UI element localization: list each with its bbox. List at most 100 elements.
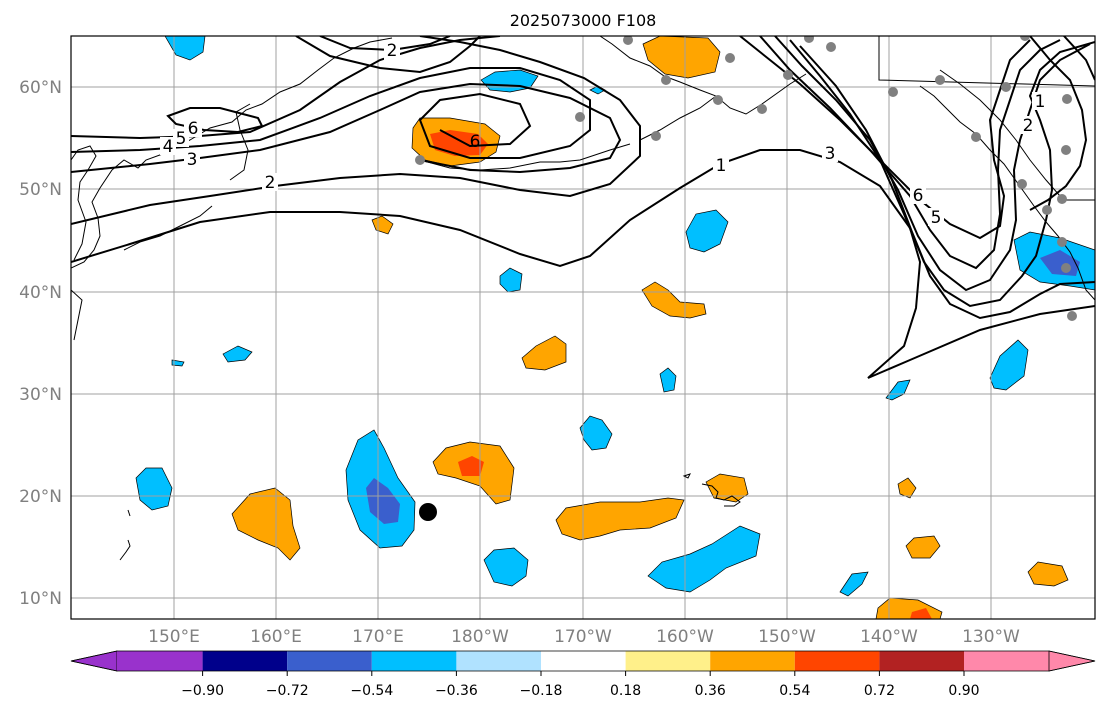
red-core-southeast-c bbox=[910, 608, 932, 619]
colorbar-outline bbox=[70, 650, 1096, 672]
contour-east-1 bbox=[739, 36, 1031, 240]
coast-hawaii-a bbox=[682, 473, 691, 479]
lat-axis: 60°N 50°N 40°N 30°N 20°N 10°N bbox=[19, 78, 62, 609]
station-marker bbox=[1061, 145, 1071, 155]
colorbar-label: −0.72 bbox=[266, 683, 309, 699]
colorbar-label: −0.36 bbox=[435, 683, 478, 699]
contour-label-3-east: 3 bbox=[825, 144, 836, 164]
lon-label-180w: 180°W bbox=[451, 627, 509, 647]
lat-label-50n: 50°N bbox=[19, 180, 62, 200]
station-marker bbox=[575, 112, 585, 122]
station-marker bbox=[651, 131, 661, 141]
contour-label-1-central: 1 bbox=[716, 156, 727, 176]
station-marker bbox=[1042, 205, 1052, 215]
contour-label-4-west: 4 bbox=[163, 137, 174, 157]
blue-patch-central-c bbox=[483, 547, 529, 587]
blue-patch-small-f bbox=[171, 359, 185, 367]
colorbar-label: −0.54 bbox=[350, 683, 393, 699]
blue-patch-small-g bbox=[222, 345, 253, 363]
orange-patch-southeast-a bbox=[897, 477, 917, 499]
contour-label-2-north: 2 bbox=[387, 41, 398, 61]
contour-4 bbox=[71, 67, 591, 159]
contour-east-6 bbox=[1029, 36, 1088, 211]
blue-patch-subtropic-west bbox=[135, 467, 173, 511]
colorbar: −0.90 −0.72 −0.54 −0.36 −0.18 0.18 0.36 … bbox=[70, 650, 1096, 699]
colorbar-label: 0.54 bbox=[779, 683, 810, 699]
orange-patch-mid-c bbox=[641, 281, 707, 319]
shaded-fields bbox=[135, 36, 1095, 619]
contour-label-6-dateline: 6 bbox=[470, 132, 481, 152]
station-marker bbox=[415, 155, 425, 165]
map-frame bbox=[70, 35, 1096, 620]
station-marker bbox=[783, 70, 793, 80]
border-canada-alaska bbox=[878, 36, 1095, 87]
colorbar-bin bbox=[202, 651, 288, 671]
station-marker bbox=[1057, 194, 1067, 204]
orange-patch-mid-d bbox=[521, 335, 567, 371]
contour-label-2-west: 2 bbox=[265, 173, 276, 193]
coast-islands-west-b bbox=[127, 509, 131, 517]
storm-center-marker bbox=[419, 503, 437, 521]
station-marker bbox=[1001, 82, 1011, 92]
coast-kamchatka-east bbox=[229, 103, 251, 181]
colorbar-bin bbox=[117, 651, 203, 671]
blue-patch-east-c bbox=[885, 379, 911, 401]
coast-asia-west-edge bbox=[71, 145, 97, 261]
colorbar-label: 0.90 bbox=[948, 683, 979, 699]
colorbar-bin bbox=[625, 651, 711, 671]
station-marker bbox=[826, 42, 836, 52]
station-markers bbox=[415, 36, 1077, 321]
blue-patch-southeast-small bbox=[839, 571, 869, 597]
station-marker bbox=[1017, 179, 1027, 189]
station-marker bbox=[1062, 94, 1072, 104]
orange-patch-far-east bbox=[1027, 561, 1069, 587]
lat-label-30n: 30°N bbox=[19, 385, 62, 405]
colorbar-bin bbox=[371, 651, 457, 671]
orange-patch-bering-north bbox=[642, 36, 721, 79]
lon-label-170e: 170°E bbox=[352, 627, 404, 647]
lat-label-60n: 60°N bbox=[19, 78, 62, 98]
contour-east-7 bbox=[1063, 36, 1095, 81]
orange-patch-small-a bbox=[371, 215, 394, 235]
colorbar-extend-low bbox=[70, 650, 118, 672]
map-title: 2025073000 F108 bbox=[510, 11, 657, 30]
colorbar-label: 0.36 bbox=[695, 683, 726, 699]
contour-east-5 bbox=[799, 45, 1095, 320]
lon-label-130w: 130°W bbox=[962, 627, 1020, 647]
blue-patch-east-b bbox=[989, 339, 1029, 391]
orange-patch-subtropic-west bbox=[231, 487, 301, 561]
red-core-central-south bbox=[458, 456, 484, 476]
orange-patch-central-long bbox=[555, 497, 685, 541]
colorbar-bin bbox=[879, 651, 964, 671]
orange-patch-southeast-b bbox=[905, 535, 941, 559]
contour-east-2 bbox=[759, 36, 1061, 270]
colorbar-label: −0.90 bbox=[181, 683, 224, 699]
lon-label-170w: 170°W bbox=[554, 627, 612, 647]
station-marker bbox=[713, 95, 723, 105]
colorbar-extend-high bbox=[1048, 650, 1096, 672]
colorbar-bin bbox=[287, 651, 372, 671]
station-marker bbox=[971, 132, 981, 142]
colorbar-label: −0.18 bbox=[520, 683, 563, 699]
contour-label-6-west: 6 bbox=[188, 119, 199, 139]
blue-patch-mid-e bbox=[659, 367, 677, 393]
station-marker bbox=[725, 53, 735, 63]
blue-patch-mid-a bbox=[499, 267, 523, 293]
blue-patch-central-south-b bbox=[579, 415, 613, 451]
contour-label-5-west: 5 bbox=[176, 129, 187, 149]
station-marker bbox=[1067, 311, 1077, 321]
station-marker bbox=[1061, 263, 1071, 273]
colorbar-ticks bbox=[202, 671, 965, 676]
lon-label-150w: 150°W bbox=[758, 627, 816, 647]
station-marker bbox=[757, 104, 767, 114]
coast-hawaii-b bbox=[701, 483, 741, 507]
station-marker bbox=[1020, 36, 1030, 41]
colorbar-label: 0.72 bbox=[864, 683, 895, 699]
contour-label-group: 2 6 5 4 3 2 6 1 3 6 5 1 2 bbox=[160, 40, 1048, 228]
colorbar-label: 0.18 bbox=[610, 683, 641, 699]
lat-label-40n: 40°N bbox=[19, 283, 62, 303]
lat-label-20n: 20°N bbox=[19, 487, 62, 507]
colorbar-bin bbox=[794, 651, 880, 671]
lon-label-150e: 150°E bbox=[148, 627, 200, 647]
